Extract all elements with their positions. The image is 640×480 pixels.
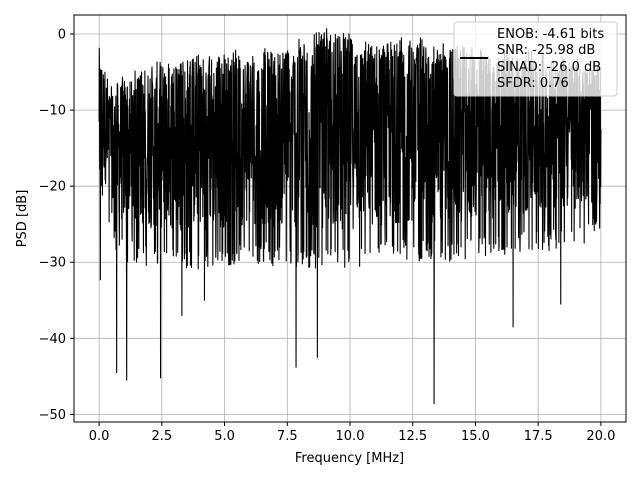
x-tick-label: 17.5: [524, 429, 553, 444]
x-tick-label: 2.5: [151, 429, 172, 444]
legend-text-snr: SNR: -25.98 dB: [497, 43, 595, 58]
x-tick-label: 5.0: [214, 429, 235, 444]
x-tick-label: 20.0: [586, 429, 615, 444]
legend: ENOB: -4.61 bits SNR: -25.98 dB SINAD: -…: [453, 21, 618, 97]
x-tick-label: 12.5: [398, 429, 427, 444]
y-tick-label: −50: [39, 408, 66, 423]
y-tick-label: 0: [58, 28, 66, 43]
y-tick-label: −20: [39, 180, 66, 195]
legend-text-sfdr: SFDR: 0.76: [497, 76, 569, 91]
legend-box: [453, 21, 618, 97]
legend-text-sinad: SINAD: -26.0 dB: [497, 60, 601, 75]
y-tick-label: −40: [39, 332, 66, 347]
legend-text-enob: ENOB: -4.61 bits: [497, 27, 604, 42]
y-tick-label: −10: [39, 104, 66, 119]
y-axis-label: PSD [dB]: [15, 190, 30, 248]
x-tick-label: 7.5: [277, 429, 298, 444]
x-axis-ticks: 0.0 2.5 5.0 7.5 10.0 12.5 15.0 17.5 20.0: [89, 422, 615, 444]
y-axis-ticks: 0 −10 −20 −30 −40 −50: [39, 28, 74, 423]
y-tick-label: −30: [39, 256, 66, 271]
x-tick-label: 0.0: [89, 429, 110, 444]
x-tick-label: 15.0: [461, 429, 490, 444]
x-tick-label: 10.0: [336, 429, 365, 444]
x-axis-label: Frequency [MHz]: [295, 451, 404, 466]
